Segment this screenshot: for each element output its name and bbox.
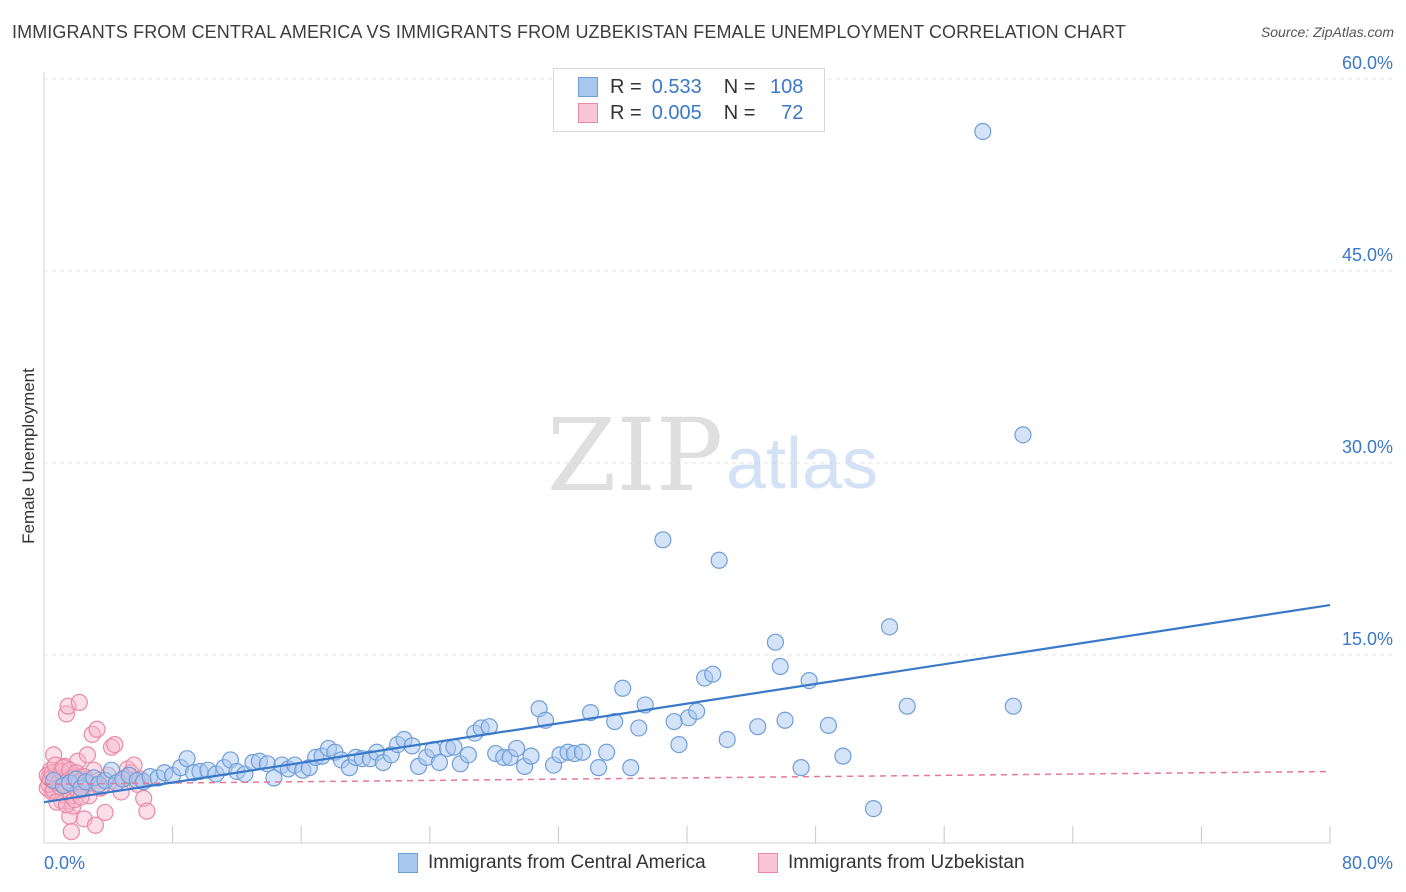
uzbekistan-point — [83, 725, 101, 743]
y-tick-label-15: 15.0% — [1342, 629, 1393, 649]
central-america-point — [654, 531, 672, 549]
legend-row-central-america: R = 0.533 N = 108 — [578, 74, 803, 100]
central-america-point — [688, 702, 706, 720]
legend-n-value: 108 — [770, 75, 804, 98]
correlation-legend: R = 0.533 N = 108 R = 0.005 N = 72 — [553, 68, 825, 132]
uzbekistan-point — [88, 720, 106, 738]
legend-row-uzbekistan: R = 0.005 N = 72 — [578, 100, 803, 126]
uzbekistan-point — [102, 738, 121, 756]
central-america-point — [630, 719, 648, 737]
central-america-point — [430, 753, 449, 772]
trend-lines — [43, 603, 1331, 804]
central-america-point — [792, 759, 810, 777]
uzbekistan-points — [38, 693, 156, 841]
central-america-point — [718, 730, 736, 749]
chart-title: IMMIGRANTS FROM CENTRAL AMERICA VS IMMIG… — [12, 22, 1127, 42]
central-america-point — [819, 716, 838, 735]
legend-n-value: 72 — [781, 101, 804, 124]
central-america-point — [665, 712, 683, 731]
central-america-point — [522, 747, 540, 765]
legend-swatch-pink — [578, 103, 598, 123]
central-america-points — [45, 122, 1032, 818]
central-america-point — [834, 747, 852, 765]
y-tick-label-45: 45.0% — [1342, 245, 1393, 265]
central-america-point — [606, 712, 624, 731]
watermark-atlas: atlas — [726, 424, 878, 504]
axes — [43, 72, 1331, 844]
central-america-point — [445, 738, 463, 756]
central-america-point — [776, 711, 794, 729]
series-legend-central-america[interactable]: Immigrants from Central America — [398, 852, 706, 874]
uzbekistan-point — [86, 816, 105, 834]
series-legend-label: Immigrants from Central America — [428, 852, 706, 873]
uzbekistan-point — [138, 802, 156, 820]
central-america-point — [459, 746, 477, 764]
central-america-point — [898, 697, 916, 715]
uzbekistan-point — [135, 789, 153, 807]
central-america-trend-line — [43, 603, 1331, 804]
legend-swatch-blue — [578, 77, 598, 97]
x-axis-label-right: 80.0% — [1342, 853, 1393, 873]
x-axis-label-left: 0.0% — [44, 853, 85, 873]
central-america-point — [974, 122, 992, 141]
central-america-point — [1014, 426, 1032, 444]
central-america-point — [766, 633, 785, 651]
watermark: ZIP atlas — [547, 397, 878, 514]
central-america-point — [749, 718, 767, 736]
central-america-point — [880, 618, 899, 636]
uzbekistan-point — [106, 735, 124, 754]
y-axis-title: Female Unemployment — [19, 368, 38, 544]
central-america-point — [771, 657, 789, 676]
central-america-point — [704, 665, 722, 683]
central-america-point — [598, 743, 616, 761]
series-legend: Immigrants from Central America Immigran… — [0, 852, 1406, 878]
y-tick-label-30: 30.0% — [1342, 437, 1393, 457]
series-legend-label: Immigrants from Uzbekistan — [788, 852, 1025, 873]
central-america-point — [622, 759, 640, 777]
uzbekistan-point — [70, 693, 88, 711]
series-swatch-blue — [398, 853, 418, 873]
series-swatch-pink — [758, 853, 778, 873]
uzbekistan-point — [96, 803, 114, 822]
legend-r-value: 0.005 — [651, 101, 702, 124]
uzbekistan-point — [78, 746, 97, 764]
watermark-zip: ZIP — [547, 397, 723, 514]
legend-r-value: 0.533 — [651, 75, 702, 98]
uzbekistan-point — [59, 697, 77, 715]
legend-n-label: N = — [723, 101, 756, 124]
central-america-point — [670, 735, 688, 754]
legend-r-label: R = — [610, 101, 642, 124]
y-tick-label-60: 60.0% — [1342, 53, 1393, 73]
central-america-point — [508, 739, 526, 758]
tick-labels: 15.0% 30.0% 45.0% 60.0% — [1342, 53, 1393, 649]
series-legend-uzbekistan[interactable]: Immigrants from Uzbekistan — [758, 852, 1025, 874]
central-america-point — [614, 679, 632, 697]
central-america-point — [581, 703, 600, 722]
uzbekistan-trend-line — [43, 770, 1331, 786]
central-america-point — [589, 759, 608, 777]
legend-n-label: N = — [723, 75, 756, 98]
source-credit: Source: ZipAtlas.com — [1260, 24, 1394, 40]
central-america-point — [178, 750, 196, 768]
central-america-point — [1004, 697, 1022, 715]
uzbekistan-point — [62, 823, 80, 841]
central-america-point — [710, 551, 728, 569]
central-america-point — [864, 799, 883, 818]
central-america-point — [573, 743, 592, 761]
legend-r-label: R = — [610, 75, 642, 98]
